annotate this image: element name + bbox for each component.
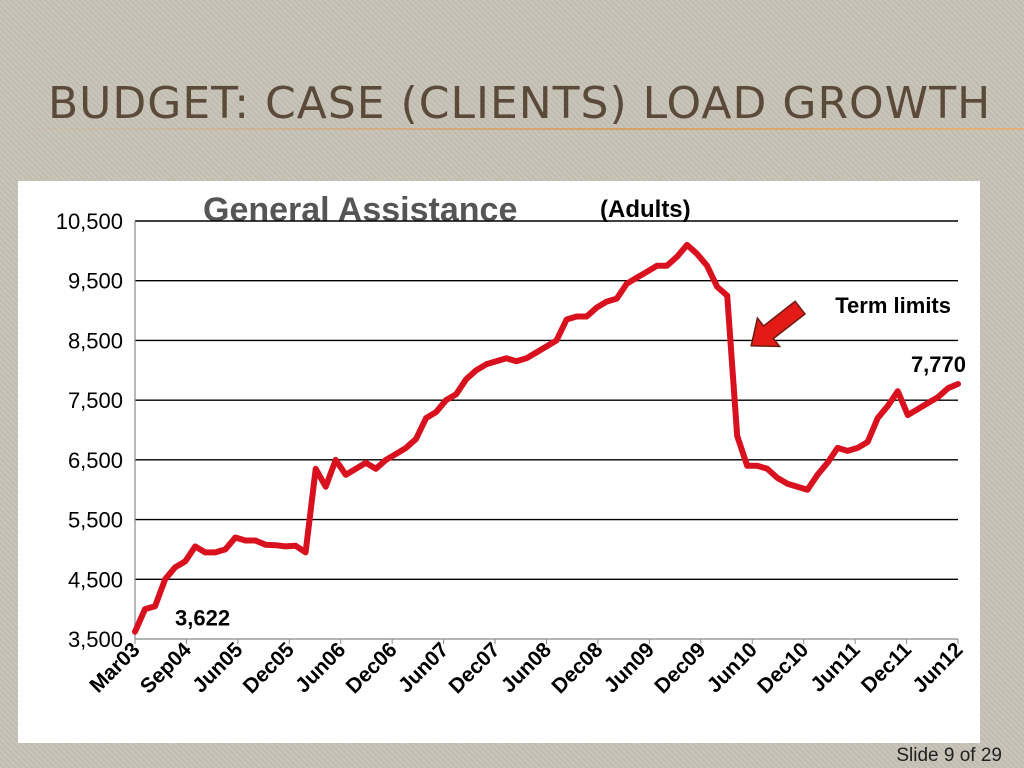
annotations: 3,622 7,770 Term limits — [175, 293, 966, 631]
grid-lines — [135, 220, 958, 580]
title-divider — [0, 128, 1024, 130]
x-tick-labels: Mar03Sep04Jun05Dec05Jun06Dec06Jun07Dec07… — [85, 638, 968, 699]
x-tick-label: Dec11 — [857, 638, 916, 697]
x-tick-label: Dec08 — [547, 638, 607, 698]
term-limits-label: Term limits — [835, 293, 951, 318]
y-tick-label: 8,500 — [68, 328, 123, 353]
x-tick-label: Jun11 — [806, 638, 865, 697]
x-tick-label: Dec09 — [650, 638, 710, 698]
x-tick-label: Dec05 — [239, 638, 299, 698]
line-chart: General Assistance (Adults) 3,500 4,500 5,… — [56, 191, 968, 699]
chart-subtitle: (Adults) — [600, 196, 691, 223]
x-tick-label: Sep04 — [136, 638, 196, 698]
x-tick-label: Jun12 — [908, 638, 967, 697]
y-tick-label: 7,500 — [68, 388, 123, 413]
x-tick-label: Jun10 — [703, 638, 762, 697]
slide-number: Slide 9 of 29 — [896, 745, 1002, 766]
y-tick-label: 6,500 — [68, 448, 123, 473]
start-value-label: 3,622 — [175, 606, 230, 631]
x-tick-label: Dec06 — [342, 638, 402, 698]
chart-title: General Assistance — [203, 191, 517, 229]
x-tick-label: Jun09 — [600, 638, 659, 697]
x-tick-label: Jun05 — [188, 638, 247, 697]
y-tick-label: 5,500 — [68, 508, 123, 533]
x-tick-label: Dec10 — [753, 638, 813, 698]
end-value-label: 7,770 — [911, 352, 966, 377]
series-line — [132, 241, 961, 635]
x-tick-label: Jun06 — [291, 638, 350, 697]
y-tick-label: 9,500 — [68, 269, 123, 294]
term-limits-arrow-icon — [750, 300, 807, 348]
y-tick-label: 4,500 — [68, 567, 123, 592]
x-tick-label: Jun08 — [497, 638, 556, 697]
series-layer — [132, 241, 961, 635]
y-tick-label: 3,500 — [68, 627, 123, 652]
x-tick-label: Jun07 — [394, 638, 453, 697]
y-tick-label: 10,500 — [56, 209, 123, 234]
x-tick-label: Dec07 — [445, 638, 505, 698]
chart-panel: General Assistance (Adults) 3,500 4,500 5,… — [18, 181, 980, 743]
axes — [134, 221, 959, 644]
slide-title: Budget: Case (Clients) Load Growth — [48, 78, 992, 129]
y-tick-labels: 3,500 4,500 5,500 6,500 7,500 8,500 9,500 10,50… — [56, 209, 123, 652]
